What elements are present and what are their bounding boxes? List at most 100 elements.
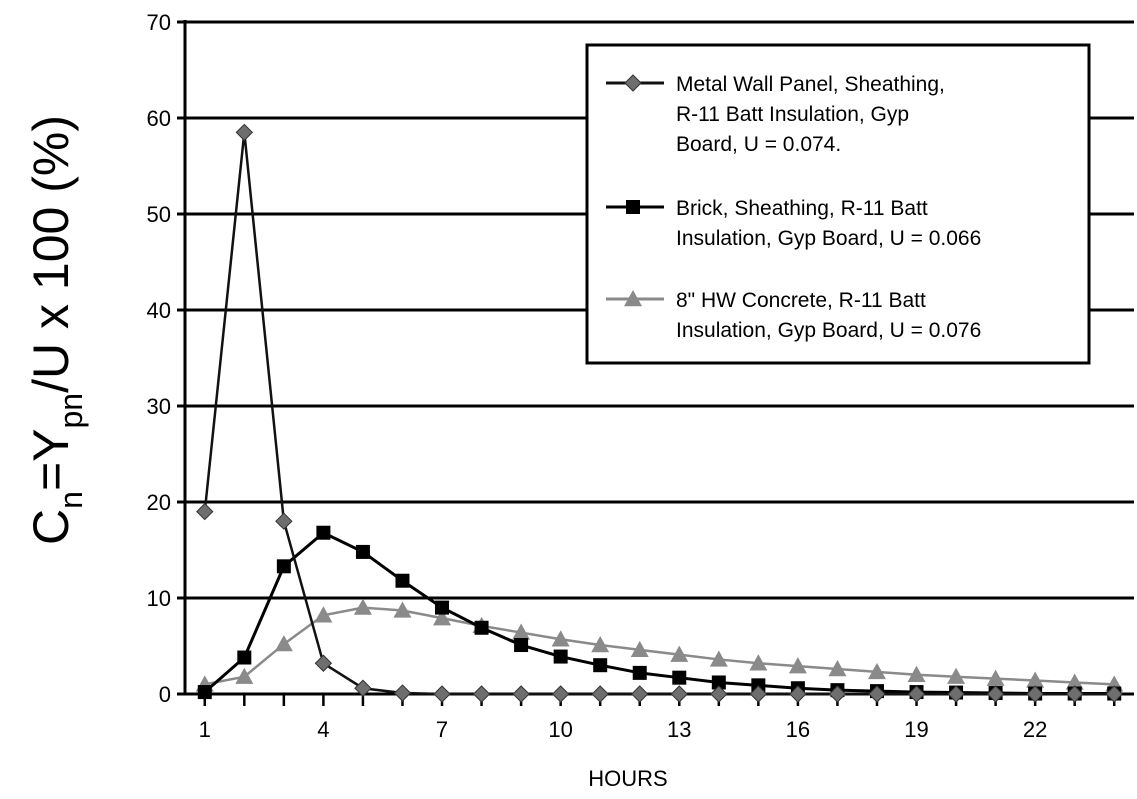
data-point xyxy=(672,670,687,685)
data-point xyxy=(433,609,452,626)
x-tick-label: 7 xyxy=(436,717,448,742)
series-group xyxy=(195,123,1124,703)
data-point xyxy=(551,630,570,647)
data-point xyxy=(512,623,531,640)
data-point xyxy=(867,662,886,680)
legend-label: Metal Wall Panel, Sheathing, xyxy=(676,73,945,96)
tick-labels: 0 10 20 30 40 50 60 70 1 4 7 10 13 16 19 22 xyxy=(147,10,1048,742)
data-point xyxy=(1026,685,1044,703)
data-point xyxy=(353,598,372,615)
data-point xyxy=(630,640,649,658)
y-axis-title: Cn=Ypn/U x 100 (%) xyxy=(23,115,89,545)
series-triangle xyxy=(195,598,1124,692)
data-point xyxy=(986,669,1005,686)
legend-swatch-marker xyxy=(626,200,640,214)
legend-label: 8" HW Concrete, R-11 Batt xyxy=(676,289,926,312)
y-axis-title-mid: =Y xyxy=(23,428,79,491)
series-line xyxy=(203,530,1115,696)
data-point xyxy=(1065,673,1084,690)
data-point xyxy=(196,502,214,521)
legend-label: Brick, Sheathing, R-11 Batt xyxy=(676,197,928,220)
x-tick-label: 16 xyxy=(786,717,810,742)
legend-entry: Brick, Sheathing, R-11 Batt Insulation, G… xyxy=(606,197,981,250)
data-point xyxy=(591,636,610,653)
data-point xyxy=(788,657,807,674)
x-tick-label: 4 xyxy=(317,717,329,742)
data-point xyxy=(670,645,689,662)
data-point xyxy=(670,685,688,703)
y-tick-label: 60 xyxy=(147,106,171,131)
data-point xyxy=(789,685,807,703)
data-point xyxy=(828,685,847,703)
data-point xyxy=(1065,685,1084,703)
y-tick-label: 40 xyxy=(147,298,171,323)
series-line xyxy=(204,606,1115,686)
data-point xyxy=(709,650,728,667)
data-point xyxy=(395,573,410,588)
data-point xyxy=(551,685,570,703)
data-point xyxy=(314,654,333,672)
data-point xyxy=(828,660,847,677)
data-point xyxy=(710,685,728,703)
legend-entry: Metal Wall Panel, Sheathing, R-11 Batt In… xyxy=(606,73,945,156)
data-point xyxy=(632,665,647,680)
y-tick-label: 50 xyxy=(147,202,171,227)
data-point xyxy=(1105,685,1123,703)
legend-swatch-marker xyxy=(624,74,642,92)
data-point xyxy=(553,649,568,664)
y-tick-label: 70 xyxy=(147,10,171,35)
data-point xyxy=(749,685,768,703)
data-point xyxy=(591,685,609,703)
data-point xyxy=(474,620,489,635)
data-point xyxy=(276,559,291,574)
data-point xyxy=(947,685,965,703)
x-tick-label: 13 xyxy=(667,717,691,742)
data-point xyxy=(472,685,491,703)
data-point xyxy=(907,685,926,703)
data-point xyxy=(393,601,412,618)
y-tick-label: 0 xyxy=(159,682,171,707)
x-axis-title: HOURS xyxy=(588,766,667,791)
data-point xyxy=(316,525,331,540)
y-axis-title-prefix: C xyxy=(23,509,79,545)
data-point xyxy=(433,685,451,703)
data-point xyxy=(711,675,726,690)
data-point xyxy=(393,684,412,702)
y-tick-label: 30 xyxy=(147,394,171,419)
data-point xyxy=(274,635,293,652)
legend: Metal Wall Panel, Sheathing, R-11 Batt In… xyxy=(585,43,1091,365)
y-tick-label: 20 xyxy=(147,490,171,515)
series-diamond xyxy=(196,123,1123,703)
x-tick-label: 19 xyxy=(904,717,928,742)
data-point xyxy=(235,667,254,684)
data-point xyxy=(593,658,608,673)
y-axis-title-sub2: pn xyxy=(53,393,89,429)
data-point xyxy=(868,685,886,703)
x-tick-label: 22 xyxy=(1023,717,1047,742)
y-axis-title-suffix: /U x 100 (%) xyxy=(23,115,79,393)
data-point xyxy=(197,685,212,700)
data-point xyxy=(947,667,966,684)
data-point xyxy=(435,600,450,615)
data-point xyxy=(237,650,252,665)
data-point xyxy=(1026,671,1045,688)
data-point xyxy=(354,679,372,697)
x-tick-label: 1 xyxy=(199,717,211,742)
data-point xyxy=(512,685,530,703)
data-point xyxy=(631,685,649,703)
y-tick-label: 10 xyxy=(147,586,171,611)
legend-label: Board, U = 0.074. xyxy=(676,133,841,156)
data-point xyxy=(314,606,333,623)
data-point xyxy=(907,665,926,682)
data-point xyxy=(355,544,370,559)
legend-label: Insulation, Gyp Board, U = 0.066 xyxy=(676,227,981,250)
data-point xyxy=(235,123,254,142)
legend-label: R-11 Batt Insulation, Gyp xyxy=(676,103,909,126)
data-point xyxy=(514,638,529,653)
y-axis-title-sub1: n xyxy=(53,491,89,509)
x-tick-label: 10 xyxy=(548,717,572,742)
data-point xyxy=(275,512,293,530)
data-point xyxy=(749,654,768,671)
